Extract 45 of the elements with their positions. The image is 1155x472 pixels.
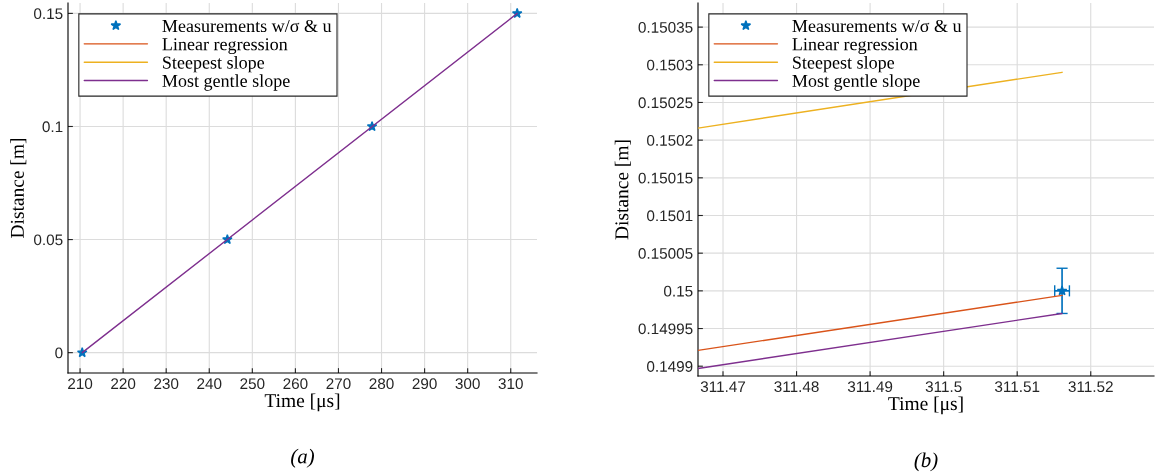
legend-label: Most gentle slope: [792, 74, 920, 91]
y-tick-label: 0.1499: [647, 361, 693, 372]
y-axis-title: Distance [m]: [10, 138, 27, 238]
x-tick-label: 250: [240, 378, 265, 390]
text: (b): [914, 452, 938, 472]
x-tick-label: 311.5: [925, 381, 962, 393]
x-tick-label: 311.47: [700, 381, 746, 393]
legend-label: Measurements w/σ & u: [162, 19, 332, 33]
legend-label: Steepest slope: [793, 55, 895, 73]
x-tick-label: 290: [412, 378, 437, 390]
y-tick-label: 0.15015: [638, 172, 693, 184]
x-tick-label: 311.51: [994, 381, 1040, 393]
legend-label: Linear regression: [162, 38, 288, 55]
x-tick-label: 240: [197, 378, 222, 390]
y-tick-label: 0.1502: [647, 135, 693, 146]
legend-label: Linear regression: [792, 38, 918, 55]
x-axis-title: Time [μs]: [888, 396, 963, 415]
y-tick-label: 0.15: [664, 285, 693, 297]
x-tick-label: 220: [111, 378, 136, 390]
y-tick-label: 0.1501: [647, 210, 693, 222]
x-tick-label: 210: [68, 378, 93, 390]
y-tick-label: 0.15035: [638, 21, 693, 33]
x-tick-label: 310: [498, 378, 523, 390]
y-axis-title: Distance [m]: [614, 140, 631, 240]
y-tick-label: 0.15: [34, 8, 63, 20]
y-tick-label: 0.14995: [638, 323, 693, 335]
legend-label: Steepest slope: [163, 55, 265, 73]
x-tick-label: 311.52: [1068, 381, 1113, 393]
y-tick-label: 0.1: [42, 121, 63, 133]
x-tick-label: 311.48: [774, 381, 819, 393]
x-tick-label: 230: [154, 378, 179, 390]
x-tick-label: 280: [369, 378, 394, 390]
text: (a): [291, 448, 314, 468]
legend-label: Measurements w/σ & u: [792, 19, 962, 33]
y-tick-label: 0.1503: [647, 59, 693, 71]
y-tick-label: 0.05: [34, 234, 63, 246]
x-tick-label: 270: [326, 378, 351, 390]
y-tick-label: 0: [55, 347, 63, 359]
x-axis-title: Time [μs]: [264, 393, 340, 412]
y-tick-label: 0.15005: [638, 248, 693, 259]
y-tick-label: 0.15025: [638, 97, 693, 109]
legend-label: Most gentle slope: [162, 74, 290, 91]
x-tick-label: 311.49: [847, 381, 893, 393]
x-tick-label: 300: [455, 378, 480, 390]
x-tick-label: 260: [283, 378, 308, 390]
